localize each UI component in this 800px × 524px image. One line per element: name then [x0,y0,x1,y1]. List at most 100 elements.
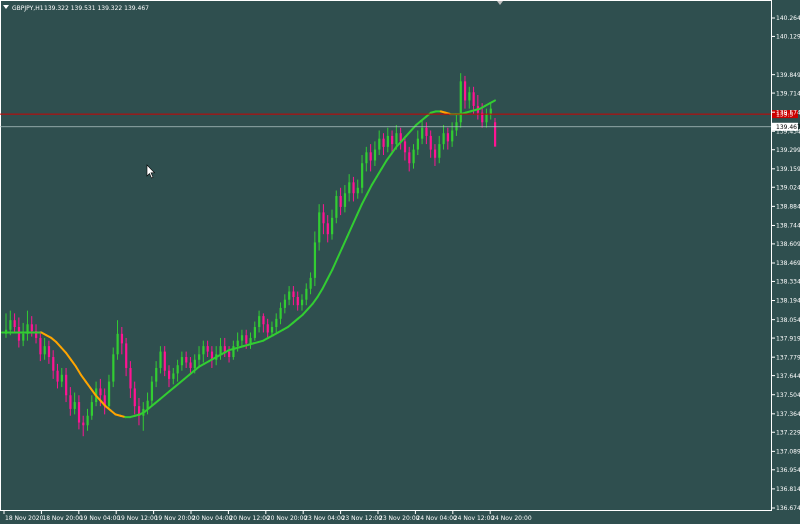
candle-body [300,299,304,306]
candle-body [335,195,338,218]
candle-body [339,195,342,207]
moving-average-segment [311,295,319,305]
candle-body [223,346,226,352]
y-tick-label: 136.954 [776,467,800,474]
moving-average-segment [306,302,314,311]
candle-body [459,81,462,123]
y-tick-label: 137.364 [776,411,800,418]
candle-body [112,354,115,382]
candle-body [198,354,201,360]
candle-body [202,346,205,355]
moving-average-segment [55,341,63,349]
candle-body [446,133,450,142]
moving-average-segment [79,373,87,383]
price-axis[interactable]: 140.264 140.129 139.849 139.714 139.574 139.4… [771,15,800,512]
candle-body [378,138,381,150]
moving-average-segment [89,387,97,397]
candle-body [47,346,51,358]
candle-body [35,331,38,338]
moving-average-segment [410,124,418,132]
moving-average-segment [296,313,304,320]
moving-average-segment [74,365,82,376]
moving-average-segment [168,386,176,393]
moving-average-segment [183,373,191,380]
candle-body [240,335,244,341]
y-tick-label: 139.299 [776,147,800,154]
candle-body [193,359,196,368]
candle-body [65,374,68,396]
candle-body [343,193,347,207]
candle-body [318,212,321,243]
candle-body [331,217,334,235]
candle-body [313,242,317,278]
chart-shift-icon[interactable] [497,1,503,5]
moving-average-segment [390,145,398,155]
y-tick-label: 139.434 [776,128,800,135]
candle-body [185,357,188,363]
candle-body [451,130,454,142]
bid-price-label: 139.467 [776,124,800,131]
candle-body [82,422,85,426]
x-tick-label: 23 Nov 04:00 [304,515,345,522]
moving-average-segment [301,308,309,316]
candle-body [309,277,312,289]
candle-body [77,402,81,423]
candle-body [30,324,33,332]
y-tick-label: 139.849 [776,72,800,79]
candle-body [180,357,184,366]
candle-body [412,149,415,164]
candle-body [22,333,25,341]
x-tick-label: 20 Nov 20:00 [267,515,308,522]
candle-body [176,365,179,374]
y-tick-label: 137.089 [776,449,800,456]
candle-body [494,122,497,147]
candle-body [137,406,141,416]
moving-average-segment [50,336,58,344]
candle-body [26,324,29,334]
candle-body [305,288,308,300]
moving-average-segment [178,377,186,384]
candle-body [236,340,239,347]
candle-body [408,152,411,164]
y-tick-label: 139.714 [776,90,800,97]
x-tick-label: 19 Nov 20:00 [155,515,196,522]
candle-body [399,133,402,142]
candle-body [348,182,351,194]
moving-average-segment [143,406,151,413]
candle-body [133,388,136,407]
candle-body [468,92,471,101]
candle-body [429,135,432,150]
ask-price-badge [772,110,798,119]
moving-average-segment [326,268,334,281]
x-tick-label: 23 Nov 20:00 [379,515,420,522]
moving-average-segment [65,351,73,361]
candle-body [326,223,329,235]
y-tick-label: 137.644 [776,373,800,380]
ask-price-label: 139.5 [776,111,793,118]
candle-body [463,81,467,101]
y-tick-label: 138.194 [776,298,800,305]
x-tick-label: 24 Nov 20:00 [491,515,532,522]
y-tick-label: 138.469 [776,260,800,267]
triangle-down-icon[interactable] [3,5,9,9]
moving-average-segment [385,152,393,162]
candle-body [442,133,445,145]
y-tick-label: 138.054 [776,317,800,324]
x-tick-label: 20 Nov 12:00 [229,515,270,522]
moving-average-segment [405,129,413,137]
y-tick-label: 137.504 [776,392,800,399]
candle-body [146,400,149,409]
bid-price-badge [772,122,798,131]
candle-body [56,370,59,382]
candle-body [382,138,385,147]
candle-body [403,141,407,153]
moving-average-segment [188,369,196,376]
candle-body [283,299,287,308]
moving-average-segment [109,409,117,416]
candle-body [90,402,93,416]
candle-body [438,144,441,158]
candle-body [13,320,16,328]
